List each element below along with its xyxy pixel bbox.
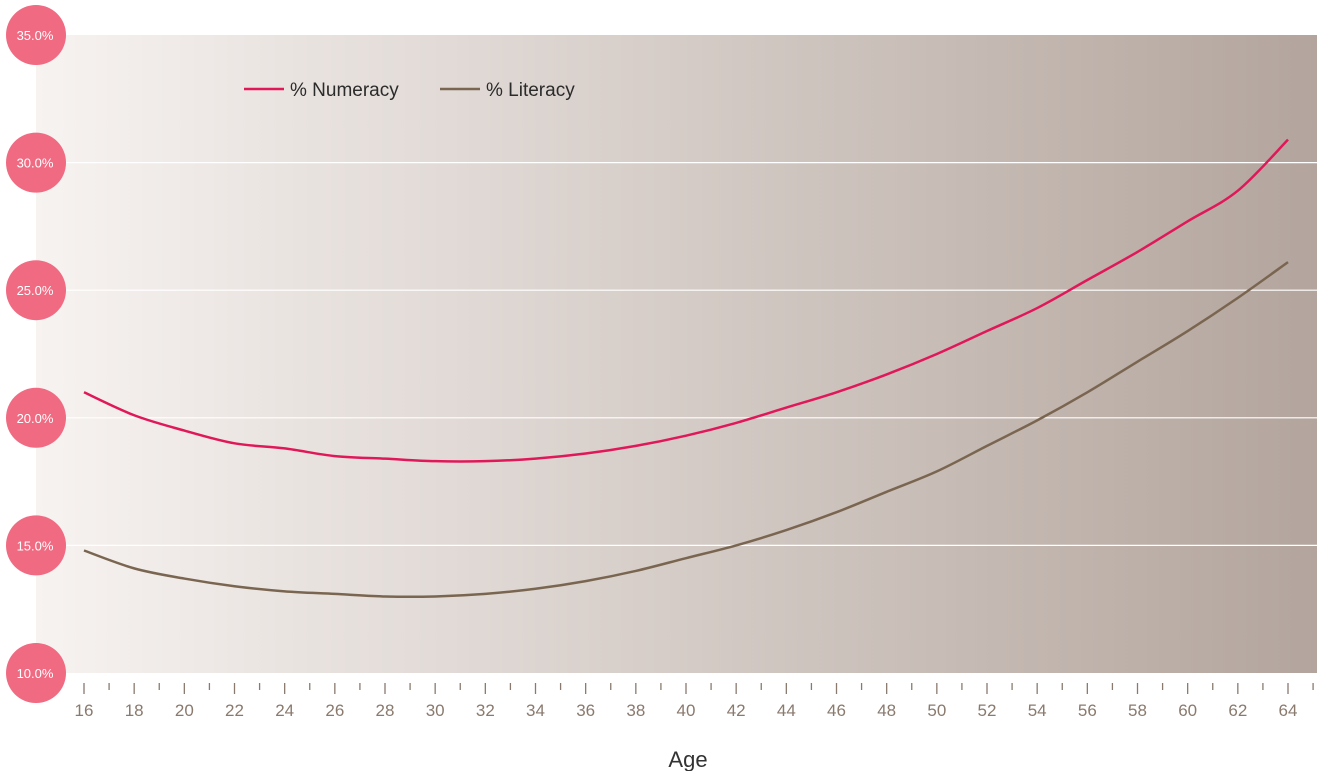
legend: % Numeracy % Literacy xyxy=(244,80,575,101)
x-tick-label: 34 xyxy=(526,701,545,720)
gridlines xyxy=(36,162,1317,547)
x-tick-label: 38 xyxy=(626,701,645,720)
y-tick-badge xyxy=(6,515,66,576)
x-tick-label: 30 xyxy=(426,701,445,720)
x-tick-label: 20 xyxy=(175,701,194,720)
y-tick-label: 15.0% xyxy=(17,538,54,553)
legend-label: % Literacy xyxy=(486,80,575,101)
y-tick-badge xyxy=(6,132,66,193)
x-tick-label: 22 xyxy=(225,701,244,720)
x-tick-label: 40 xyxy=(677,701,696,720)
x-tick-label: 58 xyxy=(1128,701,1147,720)
x-tick-label: 24 xyxy=(275,701,294,720)
x-tick-label: 42 xyxy=(727,701,746,720)
y-tick-badge xyxy=(6,387,66,448)
y-axis: 10.0% 15.0% 20.0% 25.0% 30.0% 35.0% xyxy=(6,5,66,703)
x-tick-label: 54 xyxy=(1028,701,1047,720)
x-tick-label: 28 xyxy=(376,701,395,720)
y-tick-badge xyxy=(6,5,66,65)
x-axis-title: Age xyxy=(668,747,707,771)
y-tick-badge xyxy=(6,260,66,321)
x-tick-label: 46 xyxy=(827,701,846,720)
x-tick-label: 16 xyxy=(75,701,94,720)
y-tick-badge xyxy=(6,643,66,703)
x-tick-label: 56 xyxy=(1078,701,1097,720)
series-lines xyxy=(83,138,1289,599)
x-tick-label: 32 xyxy=(476,701,495,720)
x-tick-label: 26 xyxy=(325,701,344,720)
x-tick-label: 36 xyxy=(576,701,595,720)
x-tick-label: 64 xyxy=(1279,701,1298,720)
y-tick-label: 20.0% xyxy=(17,411,54,426)
x-tick-label: 48 xyxy=(877,701,896,720)
y-tick-label: 10.0% xyxy=(17,666,54,681)
y-tick-label: 30.0% xyxy=(17,156,54,171)
x-tick-label: 52 xyxy=(978,701,997,720)
y-tick-label: 35.0% xyxy=(17,28,54,43)
legend-label: % Numeracy xyxy=(290,80,399,101)
x-tick-label: 60 xyxy=(1178,701,1197,720)
x-tick-label: 18 xyxy=(125,701,144,720)
plot-background xyxy=(36,35,1317,673)
x-tick-label: 62 xyxy=(1228,701,1247,720)
y-tick-label: 25.0% xyxy=(17,283,54,298)
x-tick-label: 50 xyxy=(927,701,946,720)
x-axis: 16 18 20 22 24 26 28 30 32 34 36 38 40 42 44 46 48 50 52 54… xyxy=(58,683,1314,720)
x-tick-label: 44 xyxy=(777,701,796,720)
